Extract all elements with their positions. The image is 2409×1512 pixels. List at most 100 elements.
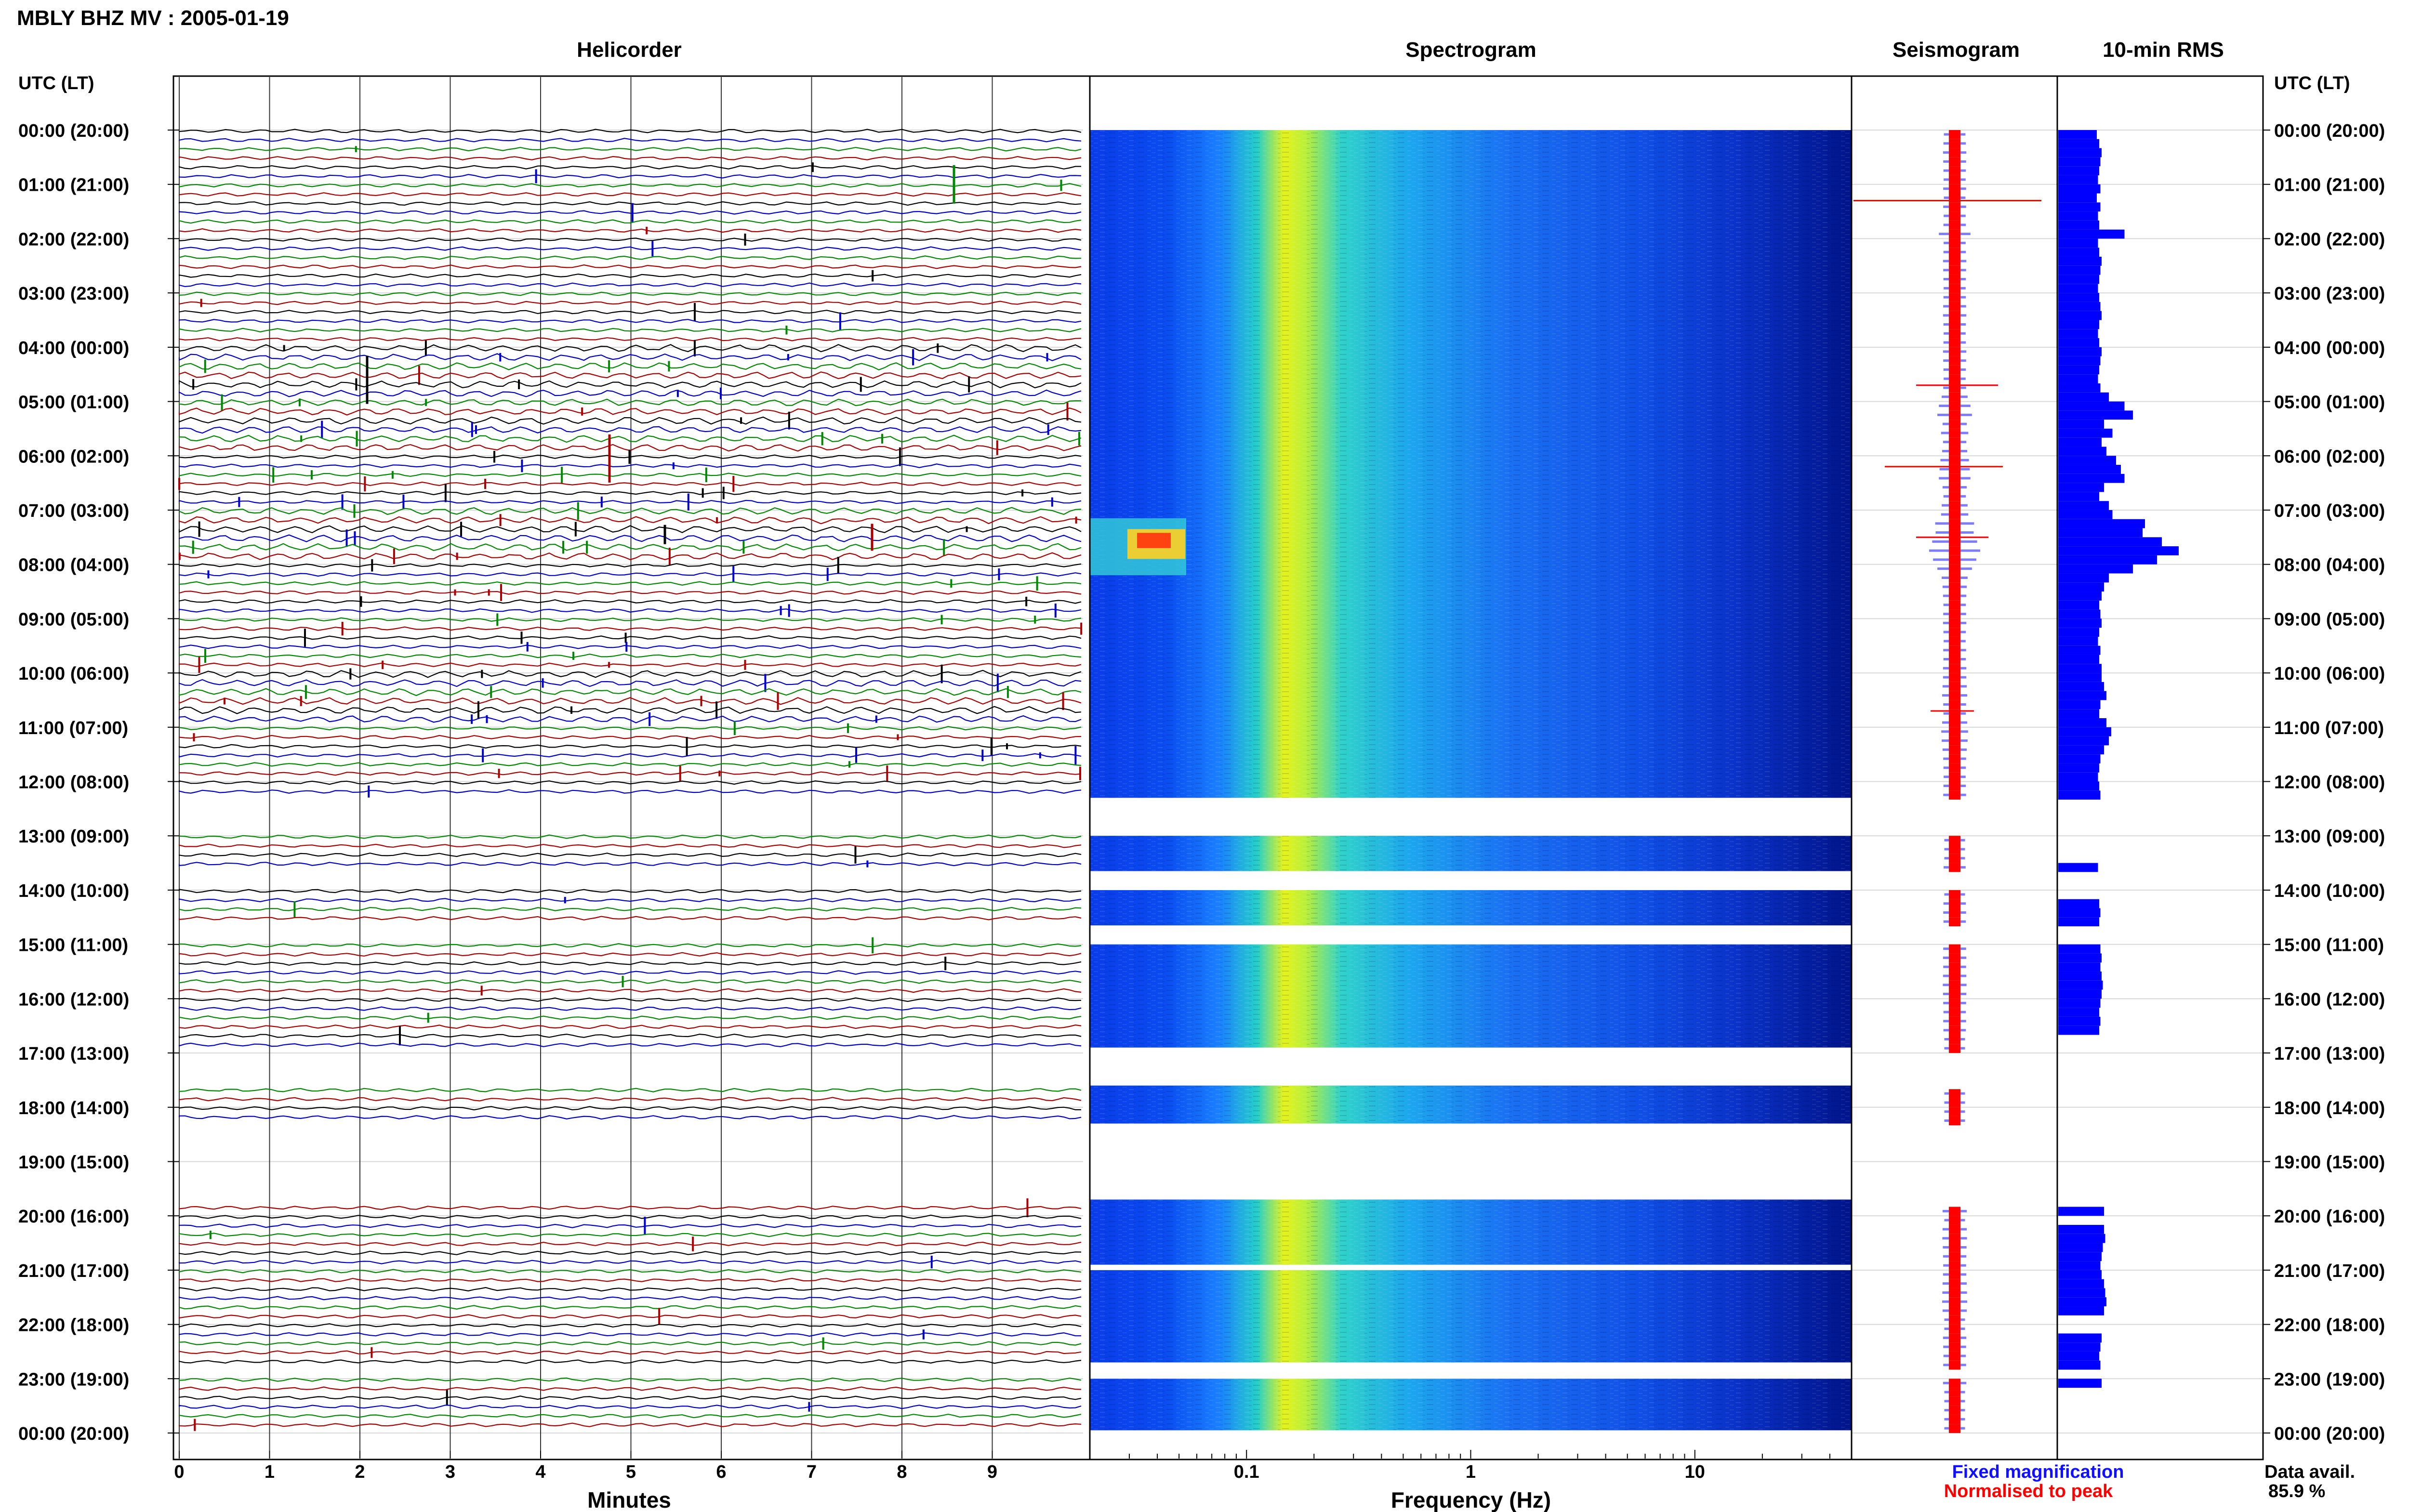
seismogram-normalised-segment — [1949, 945, 1960, 954]
time-label-left: 00:00 (20:00) — [18, 1424, 129, 1444]
helicorder-trace — [179, 500, 1081, 504]
time-label-left: 09:00 (05:00) — [18, 609, 129, 630]
rms-bar — [2058, 899, 2099, 908]
seismogram-normalised-segment — [1949, 754, 1960, 763]
time-label-left: 15:00 (11:00) — [18, 935, 128, 956]
seismogram-normalised-segment — [1949, 546, 1960, 555]
helicorder-trace — [179, 310, 1081, 314]
rms-bar — [2058, 1379, 2102, 1388]
rms-bar — [2058, 582, 2104, 592]
minute-tick-label: 1 — [265, 1462, 275, 1482]
seismogram-normalised-segment — [1949, 981, 1960, 990]
seismogram-normalised-segment — [1949, 519, 1960, 528]
seismogram-normalised-segment — [1949, 999, 1960, 1008]
helicorder-trace — [179, 600, 1081, 603]
helicorder-trace — [179, 1278, 1081, 1282]
seismogram-normalised-segment — [1949, 736, 1960, 746]
rms-bar — [2058, 365, 2099, 374]
time-label-right: 05:00 (01:00) — [2274, 393, 2385, 413]
seismogram-normalised-segment — [1949, 863, 1960, 872]
seismogram-normalised-segment — [1949, 1216, 1960, 1225]
rms-bar — [2058, 402, 2125, 411]
helicorder-trace — [179, 464, 1081, 467]
helicorder-trace — [179, 627, 1081, 631]
time-label-right: 12:00 (08:00) — [2274, 773, 2385, 793]
time-label-right: 00:00 (20:00) — [2274, 121, 2385, 141]
rms-bar — [2058, 393, 2109, 402]
helicorder-trace — [179, 1089, 1081, 1092]
seismogram-normalised-segment — [1949, 1306, 1960, 1315]
helicorder-trace — [179, 417, 1081, 424]
helicorder-trace — [179, 526, 1081, 533]
x-axis-label-minutes: Minutes — [587, 1487, 671, 1512]
time-label-left: 11:00 (07:00) — [18, 718, 128, 738]
helicorder-trace — [179, 274, 1081, 277]
seismogram-normalised-segment — [1949, 1098, 1960, 1107]
rms-bar — [2058, 474, 2125, 483]
seismogram-normalised-segment — [1949, 601, 1960, 610]
helicorder-trace — [179, 508, 1081, 514]
rms-bar — [2058, 628, 2099, 637]
helicorder-trace — [179, 1396, 1081, 1399]
rms-bar — [2058, 1361, 2101, 1370]
rms-bar — [2058, 555, 2157, 565]
helicorder-trace — [179, 1387, 1081, 1391]
rms-bar — [2058, 374, 2098, 383]
frequency-tick-label: 10 — [1685, 1462, 1705, 1482]
time-label-right: 06:00 (02:00) — [2274, 447, 2385, 467]
time-label-right: 04:00 (00:00) — [2274, 338, 2385, 358]
seismogram-normalised-segment — [1949, 365, 1960, 374]
seismogram-title: Seismogram — [1893, 38, 2020, 62]
time-label-left: 02:00 (22:00) — [18, 229, 129, 250]
helicorder-trace — [179, 174, 1081, 178]
seismogram-normalised-segment — [1949, 429, 1960, 438]
minute-tick-label: 4 — [535, 1462, 545, 1482]
seismogram-normalised-segment — [1949, 402, 1960, 411]
helicorder-trace — [179, 265, 1081, 268]
minute-tick-label: 0 — [174, 1462, 184, 1482]
seismogram-normalised-segment — [1949, 592, 1960, 601]
rms-bar — [2058, 347, 2102, 356]
seismogram-normalised-segment — [1949, 248, 1960, 257]
rms-bar — [2058, 157, 2101, 166]
helicorder-trace — [179, 1414, 1081, 1418]
rms-bar — [2058, 483, 2104, 492]
rms-bar — [2058, 637, 2098, 646]
helicorder-trace — [179, 689, 1081, 696]
rms-bar — [2058, 166, 2099, 175]
rms-bar — [2058, 1288, 2105, 1297]
spectrogram-texture — [1090, 1086, 1852, 1124]
seismogram-normalised-segment — [1949, 727, 1960, 736]
helicorder-figure: MBLY BHZ MV : 2005-01-19 Helicorder Spec… — [0, 0, 2409, 1512]
helicorder-trace — [179, 573, 1081, 576]
rms-bar — [2058, 709, 2099, 718]
helicorder-trace — [179, 1360, 1081, 1363]
seismogram-normalised-segment — [1949, 1397, 1960, 1406]
helicorder-trace — [179, 147, 1081, 151]
seismogram-normalised-segment — [1949, 890, 1960, 899]
seismogram-normalised-segment — [1949, 1361, 1960, 1370]
seismogram-normalised-segment — [1949, 682, 1960, 691]
seismogram-normalised-segment — [1949, 1117, 1960, 1126]
helicorder-trace — [179, 1233, 1081, 1236]
minute-tick-label: 5 — [626, 1462, 636, 1482]
rms-bar — [2058, 139, 2099, 148]
rms-bar — [2058, 981, 2103, 990]
seismogram-normalised-segment — [1949, 1035, 1960, 1044]
seismogram-normalised-segment — [1949, 1297, 1960, 1306]
rms-bar — [2058, 601, 2099, 610]
time-label-left: 01:00 (21:00) — [18, 175, 129, 196]
helicorder-trace — [179, 736, 1081, 739]
seismogram-normalised-segment — [1949, 854, 1960, 863]
rms-bar — [2058, 727, 2111, 736]
seismogram-normalised-segment — [1949, 438, 1960, 447]
rms-bar — [2058, 754, 2101, 763]
helicorder-trace — [179, 1288, 1081, 1291]
seismogram-normalised-segment — [1949, 1107, 1960, 1117]
rms-bar — [2058, 184, 2101, 194]
helicorder-trace — [179, 535, 1081, 542]
seismogram-normalised-segment — [1949, 230, 1960, 239]
seismogram-normalised-segment — [1949, 211, 1960, 221]
helicorder-trace — [179, 663, 1081, 667]
spectrogram-texture — [1090, 1379, 1852, 1430]
